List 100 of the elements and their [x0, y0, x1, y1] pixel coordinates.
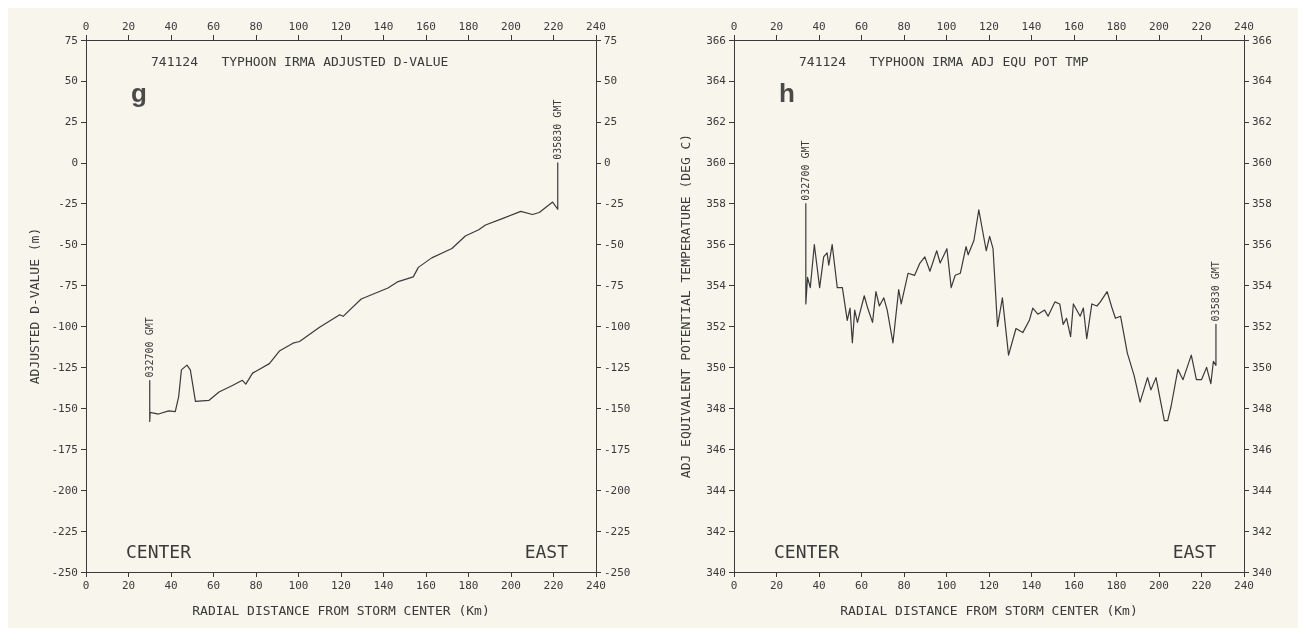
y2-tick-label: -250: [604, 565, 631, 579]
x-tick-label: 60: [206, 579, 221, 592]
x2-tick-label: 20: [769, 20, 784, 33]
annotation: 032700 GMT: [144, 317, 156, 378]
y-axis-title: ADJ EQUIVALENT POTENTIAL TEMPERATURE (DEG C): [678, 133, 693, 479]
x2-tick-label: 0: [82, 20, 90, 33]
annotation: CENTER: [126, 540, 192, 562]
x2-tick-label: 200: [501, 20, 521, 33]
y-tick-label: 356: [706, 238, 726, 252]
y2-tick-label: 0: [604, 156, 611, 170]
y-tick-label: 344: [706, 483, 727, 497]
y2-tick-label: -25: [604, 197, 624, 211]
x-tick-label: 220: [543, 579, 564, 592]
x-tick-label: 120: [331, 579, 351, 592]
y2-tick-label: 75: [604, 33, 618, 47]
y-tick-label: 366: [706, 33, 726, 47]
y2-tick-label: 364: [1252, 74, 1273, 88]
y-tick-label: 358: [706, 197, 726, 211]
y-tick-label: -125: [51, 360, 78, 374]
y-tick-label: 350: [706, 360, 726, 374]
x-tick-label: 180: [1106, 579, 1127, 592]
x2-tick-label: 240: [1234, 20, 1254, 33]
x-tick-label: 60: [854, 579, 869, 592]
x-tick-label: 200: [501, 579, 521, 592]
x-tick-label: 80: [249, 579, 263, 592]
y-tick-label: -225: [51, 524, 78, 538]
y2-tick-label: -175: [604, 442, 631, 456]
annotation: 035830 GMT: [552, 99, 564, 160]
text: 741124 TYPHOON IRMA ADJ EQU POT TMP: [799, 54, 1089, 69]
y2-tick-label: 348: [1252, 401, 1272, 415]
x2-tick-label: 140: [373, 20, 394, 33]
x-tick-label: 80: [897, 579, 911, 592]
x2-tick-label: 160: [416, 20, 436, 33]
y2-tick-label: -200: [604, 483, 631, 497]
x2-tick-label: 140: [1021, 20, 1042, 33]
y-tick-label: 50: [64, 74, 78, 88]
x-tick-label: 140: [373, 579, 394, 592]
y-tick-label: 346: [706, 442, 726, 456]
x2-tick-label: 80: [249, 20, 263, 33]
x2-tick-label: 40: [164, 20, 178, 33]
y-tick-label: 362: [706, 115, 726, 129]
y2-tick-label: 362: [1252, 115, 1272, 129]
annotation: EAST: [524, 540, 569, 562]
x-tick-label: 240: [586, 579, 606, 592]
y2-tick-label: -100: [604, 319, 631, 333]
x-tick-label: 160: [416, 579, 436, 592]
y-tick-label: 340: [706, 565, 726, 579]
annotation: CENTER: [774, 540, 840, 562]
y-tick-label: 0: [71, 156, 78, 170]
y2-tick-label: -125: [604, 360, 631, 374]
x-tick-label: 20: [769, 579, 784, 592]
x2-tick-label: 180: [458, 20, 479, 33]
y-axis-title: ADJUSTED D-VALUE (m): [26, 227, 42, 385]
annotation: g: [131, 78, 147, 108]
x2-tick-label: 120: [331, 20, 351, 33]
y-tick-label: -75: [58, 279, 78, 293]
y-tick-label: -200: [51, 483, 78, 497]
x-tick-label: 20: [121, 579, 136, 592]
x2-tick-label: 220: [543, 20, 564, 33]
annotation: 032700 GMT: [800, 140, 812, 201]
x2-tick-label: 60: [206, 20, 221, 33]
x-tick-label: 0: [730, 579, 738, 592]
x-tick-label: 40: [164, 579, 178, 592]
x-tick-label: 40: [812, 579, 826, 592]
y-tick-label: -100: [51, 319, 78, 333]
x-tick-label: 220: [1191, 579, 1212, 592]
x-axis-title: RADIAL DISTANCE FROM STORM CENTER (Km): [840, 603, 1138, 618]
y2-tick-label: 50: [604, 74, 618, 88]
x-tick-label: 180: [458, 579, 479, 592]
x-tick-label: 200: [1149, 579, 1169, 592]
y-tick-label: 75: [64, 33, 78, 47]
x-tick-label: 0: [82, 579, 90, 592]
y2-tick-label: 344: [1252, 483, 1273, 497]
y2-tick-label: 366: [1252, 33, 1272, 47]
y-tick-label: 354: [706, 279, 727, 293]
y-tick-label: 342: [706, 524, 726, 538]
annotation: EAST: [1172, 540, 1217, 562]
y2-tick-label: 358: [1252, 197, 1272, 211]
x2-tick-label: 180: [1106, 20, 1127, 33]
y2-tick-label: -225: [604, 524, 631, 538]
y-tick-label: -250: [51, 565, 78, 579]
x-tick-label: 100: [288, 579, 309, 592]
y2-tick-label: 354: [1252, 279, 1273, 293]
x-tick-label: 140: [1021, 579, 1042, 592]
x2-tick-label: 100: [288, 20, 309, 33]
x2-tick-label: 100: [936, 20, 957, 33]
y2-tick-label: 352: [1252, 319, 1272, 333]
x-tick-label: 120: [979, 579, 999, 592]
y2-tick-label: 356: [1252, 238, 1272, 252]
annotation: 035830 GMT: [1210, 261, 1222, 322]
x2-tick-label: 40: [812, 20, 826, 33]
y-tick-label: 348: [706, 401, 726, 415]
x2-tick-label: 80: [897, 20, 911, 33]
x2-tick-label: 160: [1064, 20, 1084, 33]
x2-tick-label: 220: [1191, 20, 1212, 33]
x2-tick-label: 60: [854, 20, 869, 33]
x2-tick-label: 240: [586, 20, 606, 33]
x2-tick-label: 120: [979, 20, 999, 33]
y-tick-label: -150: [51, 401, 78, 415]
x2-tick-label: 20: [121, 20, 136, 33]
